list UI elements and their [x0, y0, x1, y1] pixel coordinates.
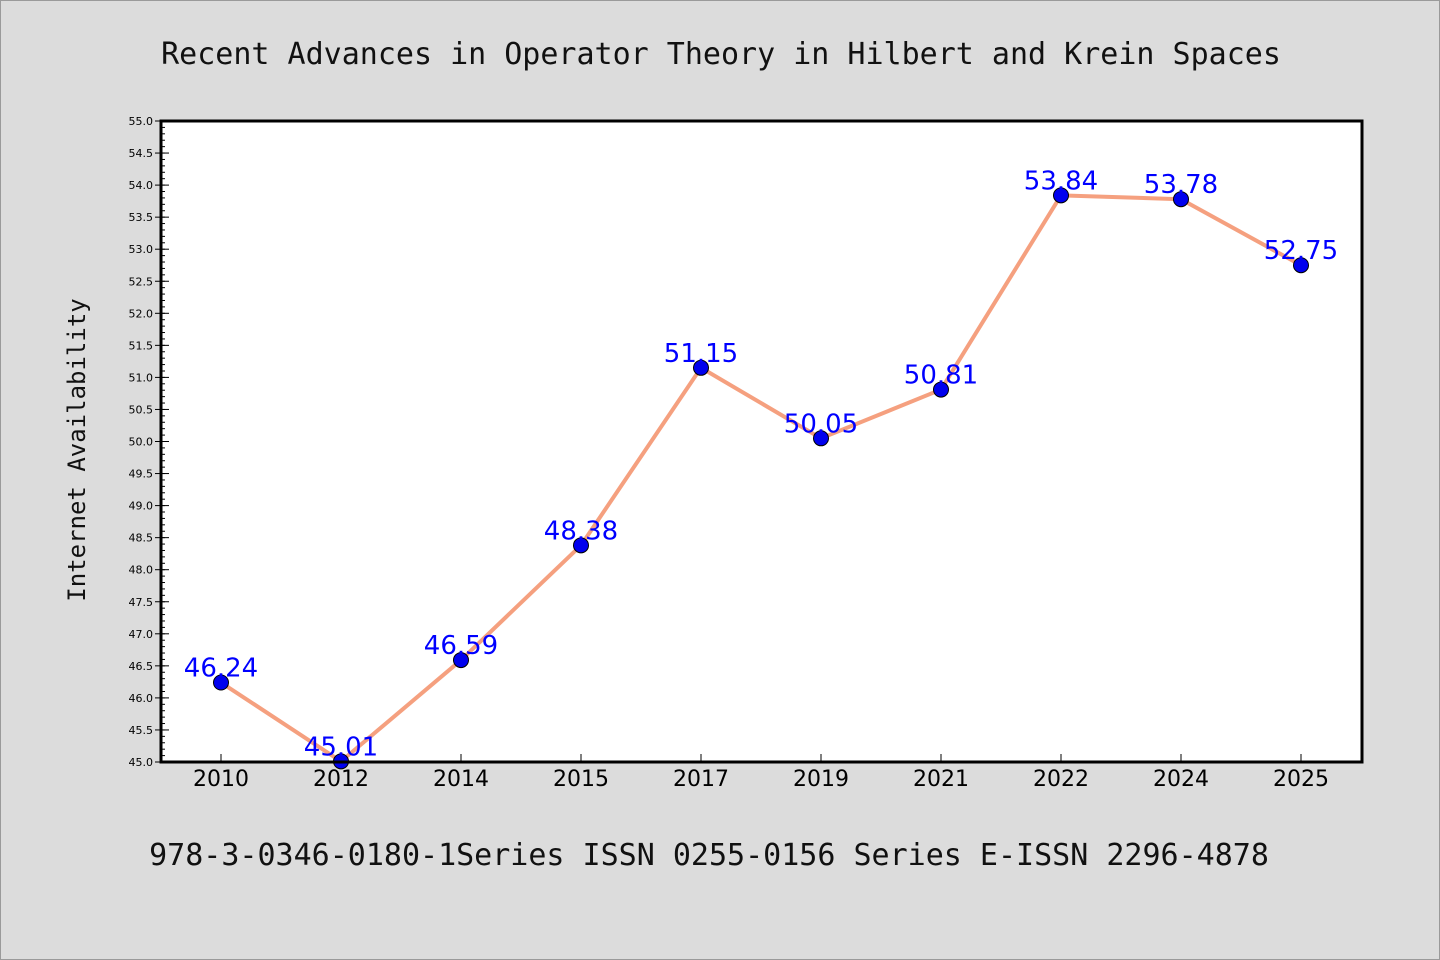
data-label: 48.38	[544, 516, 618, 546]
y-tick-label: 47.0	[129, 628, 154, 641]
x-tick-label: 2024	[1153, 767, 1209, 792]
x-axis-ticks: 2010 2012 2014 2015 2017 2019 2021 2022 2024 2025	[193, 754, 1329, 792]
data-point	[1173, 191, 1189, 208]
y-tick-label: 46.0	[129, 692, 154, 705]
data-label: 53.84	[1024, 166, 1098, 196]
data-points	[213, 187, 1309, 770]
data-point	[573, 537, 589, 554]
data-label: 46.59	[424, 631, 498, 661]
y-tick-label: 54.5	[129, 147, 154, 160]
y-tick-label: 46.5	[129, 660, 154, 673]
x-tick-label: 2015	[553, 767, 609, 792]
y-tick-label: 51.5	[129, 339, 154, 352]
x-tick-label: 2014	[433, 767, 489, 792]
plot-area	[161, 121, 1362, 762]
y-tick-label: 48.5	[129, 532, 154, 545]
y-tick-label: 45.0	[129, 756, 154, 769]
y-tick-label: 48.0	[129, 564, 154, 577]
x-tick-label: 2017	[673, 767, 729, 792]
y-axis-ticks: 45.0 45.5 46.0 46.5 47.0 47.5 48.0 48.5 49.0 49.5…	[129, 115, 169, 769]
x-tick-label: 2021	[913, 767, 969, 792]
plot-frame	[159, 119, 1364, 764]
data-label: 52.75	[1264, 236, 1338, 266]
data-point	[453, 652, 469, 669]
y-tick-label: 45.5	[129, 724, 154, 737]
data-point	[813, 430, 829, 447]
data-point	[1293, 257, 1309, 274]
data-labels: 46.24 45.01 46.59 48.38 51.15 50.05 50.81 53.84…	[184, 166, 1338, 762]
y-tick-label: 53.5	[129, 211, 154, 224]
data-label: 51.15	[664, 339, 738, 369]
y-tick-label: 47.5	[129, 596, 154, 609]
data-label: 45.01	[304, 732, 378, 762]
y-tick-label: 52.0	[129, 307, 154, 320]
y-tick-label: 55.0	[129, 115, 154, 128]
y-axis-label: Internet Availability	[63, 298, 91, 601]
series-line	[219, 193, 1302, 764]
data-point	[213, 674, 229, 691]
x-tick-label: 2022	[1033, 767, 1089, 792]
data-label: 50.81	[904, 361, 978, 391]
footer-isbn-text: 978-3-0346-0180-1Series ISSN 0255-0156 S…	[149, 838, 1269, 873]
x-tick-label: 2019	[793, 767, 849, 792]
data-point	[933, 381, 949, 398]
x-tick-label: 2012	[313, 767, 369, 792]
data-point	[1053, 187, 1069, 204]
data-label: 46.24	[184, 654, 258, 684]
data-label: 53.78	[1144, 170, 1218, 200]
x-tick-label: 2025	[1273, 767, 1329, 792]
x-tick-label: 2010	[193, 767, 249, 792]
y-tick-label: 52.5	[129, 275, 154, 288]
y-tick-label: 51.0	[129, 371, 154, 384]
y-tick-label: 49.5	[129, 468, 154, 481]
data-label: 50.05	[784, 409, 858, 439]
y-tick-label: 50.0	[129, 436, 154, 449]
y-tick-label: 53.0	[129, 243, 154, 256]
y-tick-label: 54.0	[129, 179, 154, 192]
chart-title: Recent Advances in Operator Theory in Hi…	[161, 37, 1281, 72]
y-tick-label: 49.0	[129, 500, 154, 513]
data-point	[693, 359, 709, 376]
y-tick-label: 50.5	[129, 403, 154, 416]
